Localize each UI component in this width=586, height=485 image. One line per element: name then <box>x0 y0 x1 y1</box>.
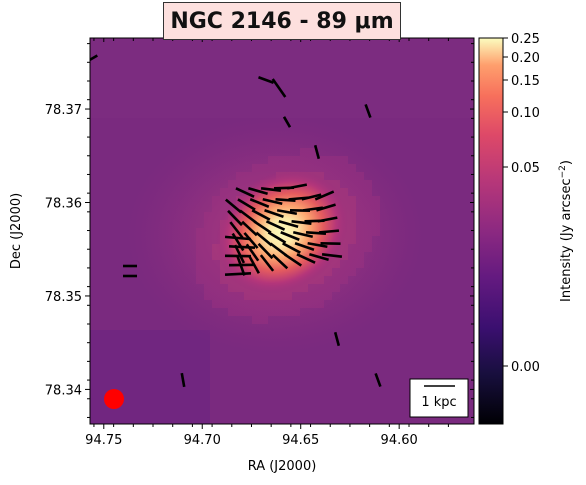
polarization-vector <box>296 253 316 264</box>
polarization-vector <box>239 209 257 224</box>
polarization-vector <box>294 242 315 251</box>
y-axis-label: Dec (J2000) <box>9 193 24 269</box>
colorbar-tick-label: 0.10 <box>511 106 540 121</box>
polarization-vector <box>318 229 340 234</box>
polarization-vector <box>280 231 300 241</box>
polarization-vector <box>314 190 335 201</box>
intensity-map <box>90 38 474 424</box>
polarization-vector <box>305 231 327 235</box>
polarization-vector <box>275 198 296 202</box>
polarization-vector <box>258 76 274 84</box>
x-tick-label: 94.70 <box>184 433 221 448</box>
polarization-vector <box>262 197 283 206</box>
polarization-vector <box>224 235 252 241</box>
x-tick-label: 94.65 <box>282 433 319 448</box>
polarization-vector <box>235 187 255 198</box>
polarization-vector <box>180 372 186 388</box>
scale-bar: 1 kpc <box>409 378 469 418</box>
polarization-vector <box>317 216 338 223</box>
beam-marker <box>104 389 124 409</box>
polarization-vector <box>248 186 268 196</box>
polarization-vector <box>243 232 259 249</box>
polarization-vector <box>321 252 343 259</box>
polarization-vector <box>260 186 282 193</box>
colorbar <box>478 37 504 425</box>
polarization-vector <box>301 193 322 201</box>
colorbar-tick-label: 0.00 <box>511 360 540 375</box>
x-tick-label: 94.60 <box>381 433 418 448</box>
colorbar-ticks: 0.00 0.05 0.10 0.15 0.20 0.25 <box>503 32 540 375</box>
polarization-vector <box>241 220 258 237</box>
colorbar-tick-label: 0.20 <box>511 51 540 66</box>
polarization-vector <box>257 242 274 260</box>
scale-bar-label: 1 kpc <box>421 395 456 410</box>
polarization-vector <box>292 230 314 239</box>
polarization-vector <box>265 220 286 231</box>
x-axis-label: RA (J2000) <box>248 459 317 474</box>
polarization-vector <box>227 209 243 227</box>
polarization-vector <box>264 209 284 218</box>
polarization-vector <box>282 116 292 128</box>
colorbar-tick-label: 0.15 <box>511 74 540 89</box>
polarization-vector <box>333 331 341 347</box>
polarization-vector <box>282 242 301 254</box>
polarization-vector <box>259 254 275 272</box>
colorbar-label: Intensity (Jy arcsec−2) <box>558 160 574 302</box>
polarization-vector <box>309 252 329 262</box>
polarization-vector <box>267 231 287 244</box>
y-tick-label: 78.36 <box>45 196 82 211</box>
polarization-vector <box>364 103 372 119</box>
polarization-vector <box>307 241 328 249</box>
polarization-vector <box>224 272 252 276</box>
polarization-vector <box>229 221 244 239</box>
polarization-vector <box>278 219 299 229</box>
polarization-vector <box>225 198 242 214</box>
polarization-vector <box>251 209 271 221</box>
y-tick-label: 78.35 <box>45 290 82 305</box>
polarization-vector <box>316 203 336 212</box>
polarization-vector <box>269 242 288 257</box>
polarization-vector <box>313 144 321 160</box>
polarization-vector <box>283 253 303 267</box>
polarization-vector <box>302 206 324 212</box>
y-tick-label: 78.37 <box>45 103 82 118</box>
polarization-vector <box>253 220 272 234</box>
x-tick-label: 94.75 <box>85 433 122 448</box>
polarization-vector <box>291 219 312 226</box>
polarization-vector <box>276 208 298 216</box>
polarization-vector <box>255 231 273 247</box>
chart-title-text: NGC 2146 - 89 μm <box>170 8 394 34</box>
polarization-vector <box>228 245 256 249</box>
y-axis: 78.34 78.35 78.36 78.37 <box>45 43 474 418</box>
y-tick-label: 78.34 <box>45 383 82 398</box>
polarization-vector <box>374 372 382 388</box>
polarization-vector <box>237 198 256 211</box>
colorbar-tick-label: 0.05 <box>511 161 540 176</box>
polarization-vector <box>271 253 289 270</box>
polarization-vectors <box>90 54 382 388</box>
colorbar-tick-label: 0.25 <box>511 32 540 47</box>
polarization-vector <box>271 78 287 98</box>
polarization-vector <box>286 183 308 190</box>
polarization-vector <box>249 198 270 208</box>
chart-title: NGC 2146 - 89 μm <box>163 2 401 40</box>
